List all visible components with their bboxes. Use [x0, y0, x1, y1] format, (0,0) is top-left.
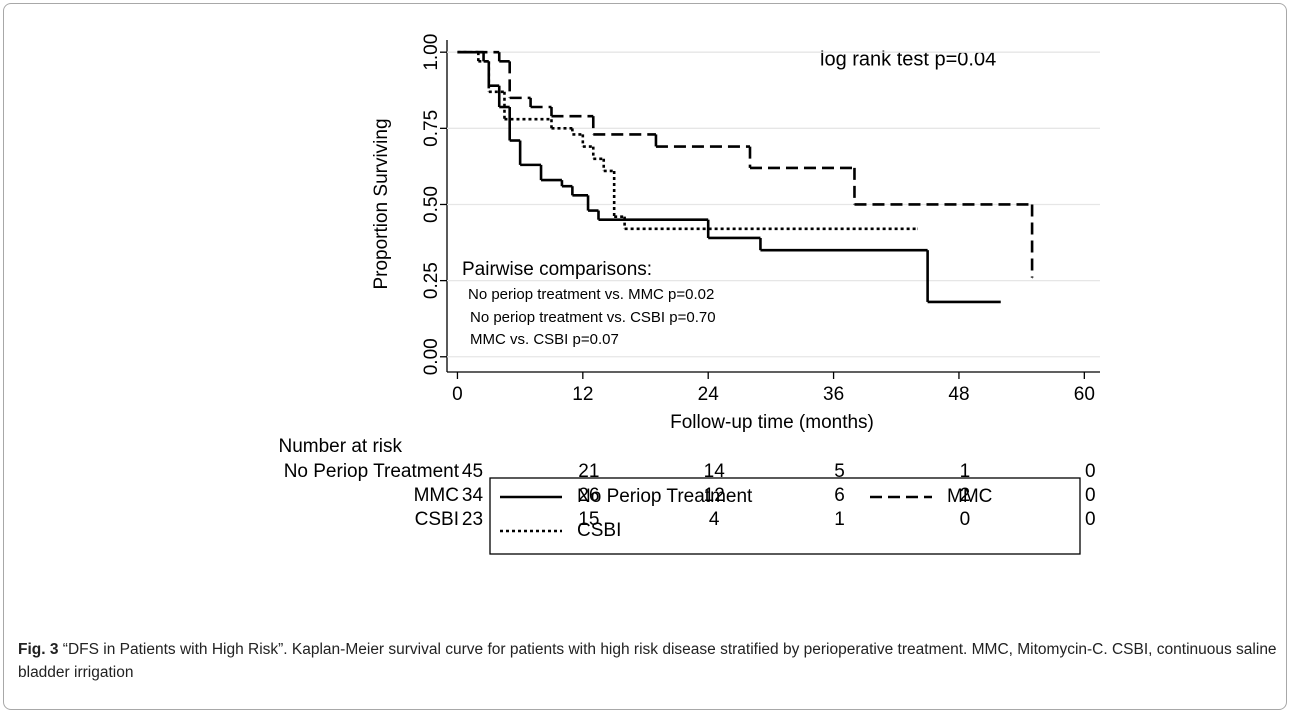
- risk-count: 26: [578, 485, 599, 506]
- y-tick-label: 1.00: [421, 34, 442, 71]
- y-axis-label: Proportion Surviving: [371, 118, 392, 289]
- legend-label: CSBI: [577, 520, 621, 541]
- x-tick-label: 36: [823, 384, 844, 405]
- x-tick-label: 12: [572, 384, 593, 405]
- annotation: Pairwise comparisons:: [462, 259, 652, 280]
- legend-label: MMC: [947, 486, 992, 507]
- risk-count: 23: [462, 509, 483, 530]
- y-tick-label: 0.50: [421, 186, 442, 223]
- x-axis-label: Follow-up time (months): [670, 412, 874, 433]
- legend-box: [489, 477, 1081, 555]
- chart: Proportion Surviving Follow-up time (mon…: [278, 34, 1100, 555]
- risk-count: 6: [834, 485, 845, 506]
- y-tick-label: 0.75: [421, 110, 442, 147]
- risk-count: 0: [1085, 485, 1096, 506]
- risk-count: 21: [578, 461, 599, 482]
- caption: Fig. 3 “DFS in Patients with High Risk”.…: [18, 638, 1280, 684]
- annotation: No periop treatment vs. MMC p=0.02: [468, 286, 714, 303]
- caption-label: Fig. 3: [18, 641, 59, 658]
- risk-count: 5: [834, 461, 845, 482]
- risk-count: 1: [960, 461, 971, 482]
- risk-count: 14: [704, 461, 726, 482]
- y-tick-label: 0.00: [421, 338, 442, 375]
- risk-count: 0: [960, 509, 971, 530]
- x-tick-label: 0: [452, 384, 463, 405]
- risk-count: 15: [578, 509, 599, 530]
- x-tick-label: 24: [698, 384, 720, 405]
- risk-count: 45: [462, 461, 483, 482]
- risk-row-label: CSBI: [415, 509, 459, 530]
- risk-count: 1: [834, 509, 845, 530]
- annotation: MMC vs. CSBI p=0.07: [470, 331, 619, 348]
- risk-table-title: Number at risk: [278, 436, 402, 457]
- legend-label: No Periop Treatment: [577, 486, 753, 507]
- risk-count: 0: [1085, 461, 1096, 482]
- risk-count: 2: [960, 485, 971, 506]
- risk-count: 4: [709, 509, 720, 530]
- risk-row-label: MMC: [414, 485, 459, 506]
- caption-text: “DFS in Patients with High Risk”. Kaplan…: [18, 641, 1277, 681]
- x-tick-label: 48: [948, 384, 969, 405]
- risk-count: 12: [704, 485, 725, 506]
- annotation: log rank test p=0.04: [820, 48, 996, 70]
- risk-count: 0: [1085, 509, 1096, 530]
- x-tick-label: 60: [1074, 384, 1095, 405]
- figure-frame: [3, 3, 1287, 710]
- y-tick-label: 0.25: [421, 262, 442, 299]
- annotation: No periop treatment vs. CSBI p=0.70: [470, 309, 716, 326]
- risk-row-label: No Periop Treatment: [284, 461, 460, 482]
- risk-count: 34: [462, 485, 484, 506]
